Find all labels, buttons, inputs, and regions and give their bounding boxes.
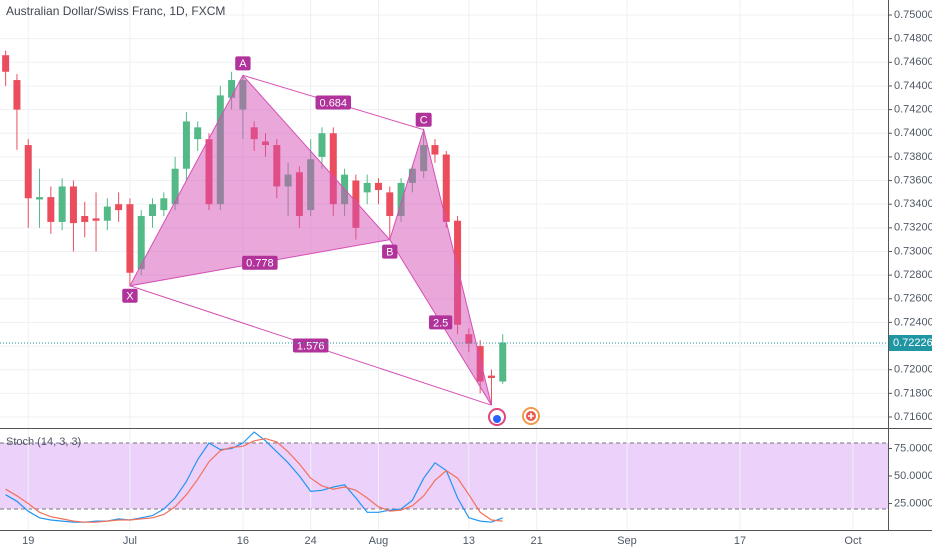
y-tick-label: 0.74800: [894, 33, 932, 45]
ratio-label: 0.778: [246, 258, 274, 270]
candle-body: [487, 375, 495, 378]
x-tick-label: 17: [734, 535, 746, 547]
candle-body: [171, 168, 179, 205]
y-tick-label: 0.74600: [894, 56, 932, 68]
ratio-label: 2.5: [433, 317, 448, 329]
x-tick-label: Sep: [617, 535, 637, 547]
point-label-box: [235, 56, 251, 71]
x-tick-label: Oct: [844, 535, 861, 547]
y-tick-label: 0.73200: [894, 222, 932, 234]
x-tick-label: 19: [22, 535, 34, 547]
point-label: A: [239, 58, 247, 70]
candle-body: [13, 80, 21, 110]
candle-body: [194, 127, 202, 140]
y-tick-label: 0.73800: [894, 151, 932, 163]
plot: 0.778 0.684 1.576 2.5 X A B C: [0, 50, 888, 523]
candle-body: [397, 182, 405, 217]
candle-body: [160, 198, 168, 211]
ratio-label-box: [428, 315, 453, 330]
point-label: C: [420, 115, 428, 127]
candle-body: [2, 55, 10, 72]
candle-body: [329, 133, 337, 205]
ratio-label: 0.684: [320, 97, 348, 109]
candle-body: [182, 121, 190, 169]
candle-body: [58, 186, 66, 222]
candle-body: [92, 218, 100, 221]
candle-body: [318, 133, 326, 157]
y-tick-label: 0.73400: [894, 198, 932, 210]
candle-body: [126, 204, 134, 273]
y-tick-label: 0.72400: [894, 316, 932, 328]
y-tick-label: 0.71800: [894, 387, 932, 399]
candle-body: [115, 204, 123, 211]
point-label-box: [382, 244, 398, 259]
y-tick-label: 0.71600: [894, 411, 932, 423]
point-label-box: [122, 288, 138, 303]
x-tick-label: Aug: [369, 535, 389, 547]
x-tick-label: Jul: [123, 535, 137, 547]
stoch-band: [0, 442, 888, 509]
ratio-label-box: [242, 255, 278, 270]
y-tick-label: 0.72600: [894, 293, 932, 305]
candle-body: [363, 182, 371, 193]
y-tick-label: 0.75000: [894, 9, 932, 21]
y-tick-label: 0.74000: [894, 127, 932, 139]
flag-icon-inner: [493, 415, 501, 423]
add-icon-plus: [528, 413, 534, 419]
candle-body: [386, 192, 394, 217]
x-tick-label: 21: [531, 535, 543, 547]
candle-body: [149, 204, 157, 217]
y-tick-label: 0.72000: [894, 364, 932, 376]
y-tick-label: 0.74400: [894, 80, 932, 92]
last-price-box: [889, 334, 932, 351]
candle-body: [24, 145, 32, 199]
event-icons: [488, 407, 540, 426]
candle-body: [137, 216, 145, 270]
ratio-label: 1.576: [297, 340, 325, 352]
candle-body: [69, 186, 77, 224]
point-label: X: [126, 291, 134, 303]
y-tick-label: 0.73000: [894, 245, 932, 257]
last-price-label: 0.72226: [893, 337, 932, 349]
ratio-label-box: [315, 95, 352, 110]
y-tick-label: 0.73600: [894, 174, 932, 186]
indicator-title: Stoch (14, 3, 3): [6, 436, 81, 448]
x-tick-label: 24: [305, 535, 317, 547]
x-tick-label: 13: [463, 535, 475, 547]
point-label: B: [386, 247, 393, 259]
candle-body: [103, 206, 111, 221]
y-tick-label: 0.74200: [894, 104, 932, 116]
candle-body: [36, 197, 44, 200]
x-tick-label: 16: [237, 535, 249, 547]
candle-body: [374, 182, 382, 190]
candle-body: [499, 342, 507, 382]
ratio-label-box: [292, 338, 329, 353]
grid: [0, 0, 888, 530]
candle-body: [431, 145, 439, 155]
point-label-box: [415, 112, 432, 127]
candle-body: [47, 197, 55, 222]
y-tick-label: 0.72800: [894, 269, 932, 281]
candle-body: [81, 216, 89, 222]
stoch-line: [5, 437, 503, 523]
candle-body: [442, 154, 450, 222]
candle-body: [228, 80, 236, 98]
chart-title: Australian Dollar/Swiss Franc, 1D, FXCM: [6, 4, 225, 18]
